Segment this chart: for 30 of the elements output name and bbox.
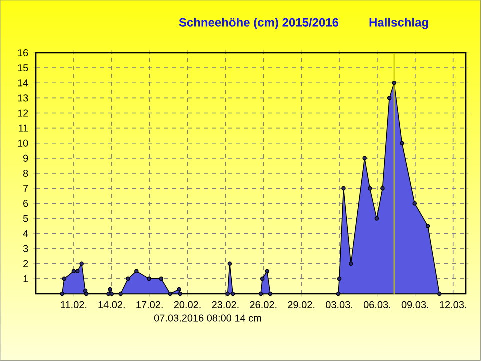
x-tick-label: 12.03. xyxy=(440,301,466,308)
y-tick-label: 6 xyxy=(24,200,28,208)
x-tick-label: 20.02. xyxy=(174,301,201,308)
x-tick-label: 26.02. xyxy=(250,301,277,308)
y-tick-label: 10 xyxy=(18,140,28,147)
y-tick-label: 13 xyxy=(18,94,28,102)
y-tick-label: 12 xyxy=(18,110,28,117)
x-tick-label: 06.03. xyxy=(364,301,390,308)
y-tick-label: 3 xyxy=(23,245,28,252)
chart-subtitle: Hallschlag xyxy=(370,18,428,30)
y-tick-label: 15 xyxy=(18,64,28,72)
x-tick-label: 09.03. xyxy=(402,301,428,308)
y-tick-label: 16 xyxy=(18,49,28,57)
y-tick-label: 4 xyxy=(23,230,28,238)
y-tick-label: 1 xyxy=(24,276,28,282)
y-tick-label: 5 xyxy=(23,215,28,222)
x-tick-label: 03.03. xyxy=(326,301,353,308)
x-tick-label: 23.02. xyxy=(212,301,239,308)
x-tick-label: 29.02. xyxy=(288,301,315,308)
y-tick-label: 7 xyxy=(24,185,28,192)
chart-title: Schneehöhe (cm) 2015/2016 xyxy=(179,18,339,30)
x-tick-label: 17.02. xyxy=(136,301,163,308)
y-tick-label: 2 xyxy=(24,260,28,268)
y-tick-label: 11 xyxy=(18,124,28,132)
y-tick-label: 8 xyxy=(24,170,28,178)
y-tick-label: 14 xyxy=(18,80,28,87)
x-tick-label: 14.02. xyxy=(98,301,125,308)
x-tick-label: 11.02. xyxy=(61,301,87,308)
y-tick-label: 9 xyxy=(24,154,28,162)
text: 07.03.2016 08:00 14 cm xyxy=(154,314,262,322)
